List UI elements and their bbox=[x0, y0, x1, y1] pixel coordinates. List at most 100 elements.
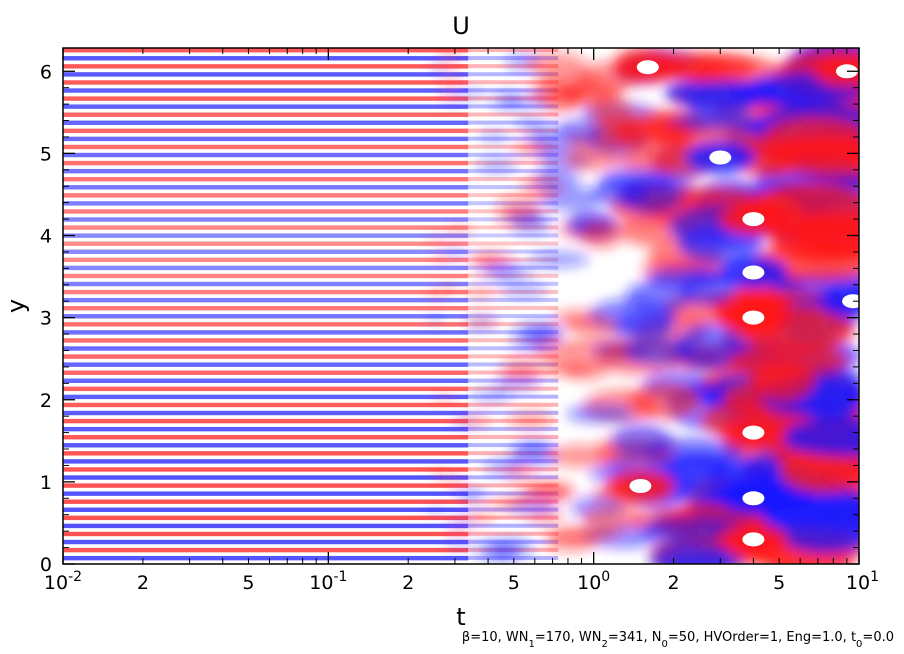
stripe-band-fade bbox=[468, 112, 559, 117]
stripe-band bbox=[63, 168, 469, 174]
x-tick-label: 2 bbox=[137, 572, 149, 594]
x-tick-label: 2 bbox=[402, 572, 414, 594]
heatmap-blob bbox=[476, 157, 518, 174]
heatmap-blob bbox=[472, 388, 512, 403]
heatmap-blob bbox=[624, 337, 694, 366]
stripe-band-fade bbox=[468, 177, 559, 182]
heatmap-feature bbox=[819, 285, 859, 318]
heatmap-blob bbox=[548, 444, 618, 468]
stripe-band bbox=[63, 507, 469, 512]
heatmap-blob bbox=[484, 458, 522, 476]
stripe-band bbox=[63, 128, 469, 134]
stripe-band-fade bbox=[468, 88, 559, 93]
stripe-band bbox=[63, 370, 469, 375]
stripe-band bbox=[63, 201, 469, 206]
saturated-region bbox=[742, 310, 765, 325]
saturated-region bbox=[742, 491, 765, 506]
heatmap-blob bbox=[465, 317, 497, 329]
heatmap-blob bbox=[526, 323, 562, 347]
stripe-band-fade bbox=[468, 483, 559, 488]
stripe-band-fade bbox=[468, 491, 559, 496]
heatmap-blob bbox=[550, 526, 620, 542]
stripe-band bbox=[63, 193, 469, 198]
heatmap-blob bbox=[455, 89, 486, 100]
heatmap-blob bbox=[665, 52, 755, 83]
heatmap-blob bbox=[429, 469, 451, 478]
stripe-band bbox=[63, 475, 469, 480]
y-tick-label: 2 bbox=[40, 390, 52, 412]
y-tick-label: 0 bbox=[40, 554, 52, 576]
stripe-band-fade bbox=[468, 80, 559, 85]
heatmap-blob bbox=[439, 74, 463, 83]
stripe-band bbox=[63, 233, 469, 238]
stripe-band-fade bbox=[468, 281, 559, 286]
stripe-band-fade bbox=[468, 354, 559, 359]
heatmap-blob bbox=[611, 423, 672, 458]
heatmap-blob bbox=[452, 489, 482, 500]
heatmap-blob bbox=[666, 112, 767, 135]
heatmap-blob bbox=[779, 448, 859, 494]
heatmap-blob bbox=[442, 248, 468, 259]
stripe-band bbox=[63, 96, 469, 101]
x-tick-label: 5 bbox=[508, 572, 520, 594]
saturated-region bbox=[636, 60, 659, 75]
stripe-band bbox=[63, 64, 469, 69]
heatmap-blob bbox=[502, 95, 550, 108]
stripe-band bbox=[63, 209, 469, 214]
stripe-band bbox=[63, 435, 469, 440]
y-tick-label: 1 bbox=[40, 472, 52, 494]
heatmap-blob bbox=[495, 195, 542, 213]
heatmap-blob bbox=[526, 51, 586, 76]
stripe-band-fade bbox=[468, 72, 559, 77]
heatmap-blob bbox=[620, 180, 683, 215]
y-tick-label: 5 bbox=[40, 143, 52, 165]
stripe-band bbox=[63, 531, 469, 537]
stripe-band-fade bbox=[468, 193, 559, 198]
heatmap-blob bbox=[474, 251, 514, 267]
stripe-band bbox=[63, 362, 469, 367]
stripe-band bbox=[63, 257, 469, 263]
stripe-band bbox=[63, 330, 469, 335]
stripe-band-fade bbox=[468, 249, 559, 254]
stripe-band bbox=[63, 459, 469, 464]
heatmap-blob bbox=[618, 149, 683, 172]
stripe-band-fade bbox=[468, 233, 559, 238]
stripe-band bbox=[63, 177, 469, 182]
heatmap-blob bbox=[529, 251, 590, 268]
heatmap-blobs bbox=[424, 48, 859, 564]
saturated-region bbox=[742, 425, 765, 440]
stripe-band bbox=[63, 112, 469, 117]
stripe-band bbox=[63, 402, 469, 408]
y-axis: 0 1 2 3 4 5 6 bbox=[40, 61, 859, 576]
y-tick-label: 3 bbox=[40, 308, 52, 330]
heatmap-blob bbox=[513, 439, 554, 458]
stripe-band bbox=[63, 426, 469, 432]
stripe-band bbox=[63, 120, 469, 125]
heatmap-blob bbox=[465, 509, 494, 524]
stripe-band-fade bbox=[468, 426, 559, 431]
stripe-band bbox=[63, 378, 469, 383]
stripe-band bbox=[63, 72, 469, 77]
x-tick-label: 101 bbox=[846, 569, 879, 594]
stripe-band bbox=[63, 136, 469, 142]
heatmap-blob bbox=[436, 283, 459, 293]
stripe-band bbox=[63, 104, 469, 109]
y-tick-label: 6 bbox=[40, 61, 52, 83]
heatmap-blob bbox=[425, 507, 447, 516]
x-axis: 10-2 2 5 10-1 2 5 100 2 5 101 bbox=[44, 48, 879, 594]
heatmap-blob bbox=[502, 358, 543, 372]
stripe-band bbox=[63, 483, 469, 488]
stripe-band-fade bbox=[468, 435, 559, 440]
heatmap-blob bbox=[441, 94, 465, 105]
heatmap-blob bbox=[647, 267, 724, 289]
plot-frame bbox=[62, 47, 860, 565]
stripe-band bbox=[63, 88, 469, 93]
saturated-region bbox=[742, 265, 765, 280]
heatmap-blob bbox=[446, 525, 470, 535]
stripe-band bbox=[63, 322, 469, 327]
heatmap-blob bbox=[433, 394, 457, 404]
heatmap-blob bbox=[446, 225, 474, 236]
saturated-region bbox=[742, 212, 765, 227]
heatmap-blob bbox=[439, 48, 466, 58]
heatmap-blob bbox=[507, 410, 553, 429]
